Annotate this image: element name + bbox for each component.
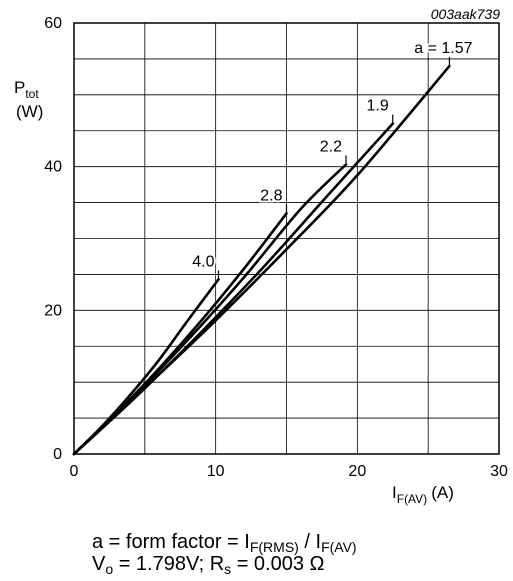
- x-tick-label: 0: [70, 463, 79, 480]
- plot-frame: [73, 22, 500, 455]
- x-tick-label: 10: [207, 463, 225, 480]
- y-tick-label: 40: [44, 159, 62, 176]
- y-tick-label: 20: [44, 302, 62, 319]
- caption-parameters: Vo = 1.798V; Rs = 0.003 Ω: [92, 553, 325, 577]
- label-layer: 4.0 2.8 2.2 1.9 a = 1.57: [190, 38, 475, 280]
- series-layer: [72, 64, 451, 456]
- caption-form-factor: a = form factor = IF(RMS) / IF(AV): [92, 531, 357, 555]
- figure-id: 003aak739: [431, 6, 501, 22]
- series-label: 1.9: [367, 98, 389, 115]
- grid: [74, 23, 499, 454]
- power-dissipation-chart: 4.0 2.8 2.2 1.9 a = 1.57 0 10 20 30 0 20 40 60 003a…: [14, 6, 508, 506]
- series-line: [72, 64, 451, 456]
- y-tick-label: 0: [53, 446, 62, 463]
- series-label: a = 1.57: [414, 40, 472, 57]
- x-tick-label: 30: [490, 463, 508, 480]
- y-tick-label: 60: [44, 15, 62, 32]
- series-line: [72, 278, 220, 456]
- x-tick-label: 20: [348, 463, 366, 480]
- series-label: 2.2: [320, 139, 342, 156]
- y-axis-label: Ptot: [14, 78, 39, 101]
- x-axis-label: IF(AV) (A): [392, 483, 454, 506]
- series-label: 4.0: [192, 253, 214, 270]
- series-label: 2.8: [260, 187, 282, 204]
- y-axis-unit: (W): [16, 102, 43, 121]
- tick-labels: 0 10 20 30 0 20 40 60: [44, 15, 508, 480]
